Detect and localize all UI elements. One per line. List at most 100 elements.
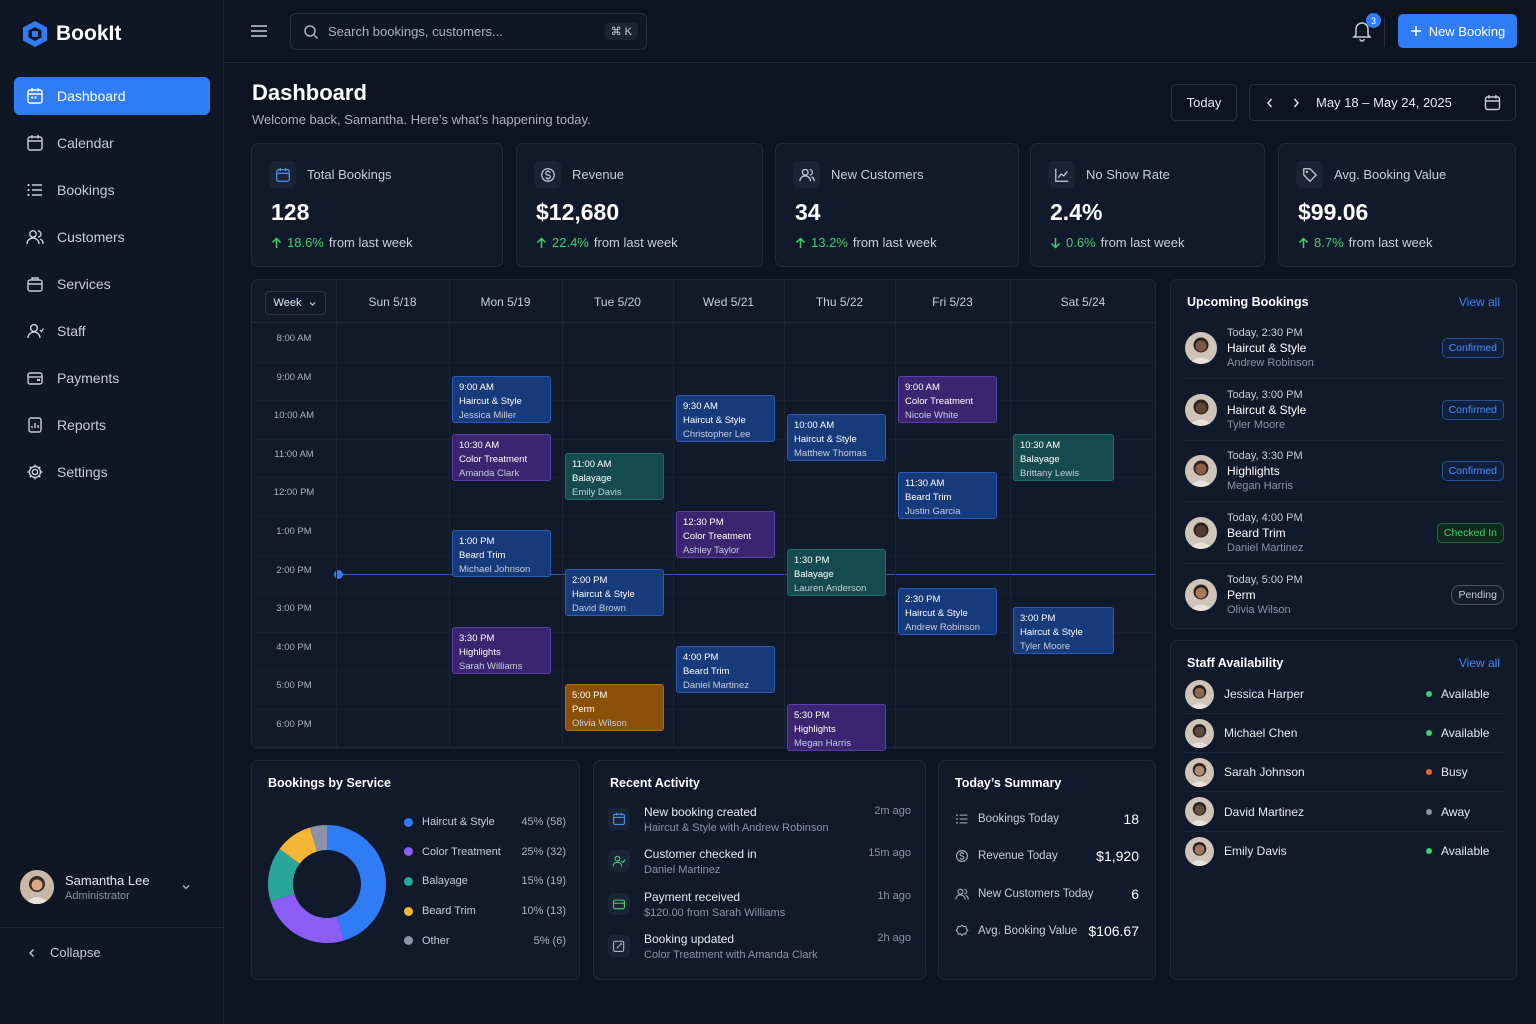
search-input[interactable]: Search bookings, customers... <box>328 24 503 39</box>
booking-event[interactable]: 10:00 AM Haircut & Style Matthew Thomas <box>787 414 886 462</box>
collapse-button[interactable]: Collapse <box>0 927 224 977</box>
activity-item[interactable]: New booking created Haircut & Style with … <box>608 805 911 834</box>
event-customer: Andrew Robinson <box>905 621 980 633</box>
booking-event[interactable]: 11:30 AM Beard Trim Justin Garcia <box>898 472 997 520</box>
booking-event[interactable]: 1:30 PM Balayage Lauren Anderson <box>787 549 886 597</box>
notifications-button[interactable]: 3 <box>1352 13 1381 42</box>
booking-event[interactable]: 2:30 PM Haircut & Style Andrew Robinson <box>898 587 997 635</box>
booking-event[interactable]: 3:00 PM Haircut & Style Tyler Moore <box>1013 607 1114 655</box>
event-service: Haircut & Style <box>683 414 746 426</box>
upcoming-booking-row[interactable]: Today, 3:30 PM Highlights Megan Harris Con… <box>1185 441 1504 503</box>
nav-item-calendar[interactable]: Calendar <box>14 124 210 162</box>
stat-card-total-bookings[interactable]: Total Bookings 128 18.6% from last week <box>251 143 503 267</box>
stat-card-revenue[interactable]: Revenue $12,680 22.4% from last week <box>516 143 763 267</box>
booking-event[interactable]: 9:30 AM Haircut & Style Christopher Lee <box>676 394 775 442</box>
nav-item-services[interactable]: Services <box>14 265 210 303</box>
view-select[interactable]: Week <box>265 291 326 315</box>
stat-card-no-show-rate[interactable]: No Show Rate 2.4% 0.6% from last week <box>1030 143 1265 267</box>
stat-card-avg-booking-value[interactable]: Avg. Booking Value $99.06 8.7% from last… <box>1278 143 1516 267</box>
logo[interactable]: BookIt <box>22 20 121 48</box>
upcoming-booking-row[interactable]: Today, 4:00 PM Beard Trim Daniel Martinez … <box>1185 503 1504 565</box>
event-customer: Tyler Moore <box>1020 641 1071 653</box>
summary-label: Revenue Today <box>978 850 1058 863</box>
stat-card-new-customers[interactable]: New Customers 34 13.2% from last week <box>775 143 1019 267</box>
activity-item[interactable]: Booking updated Color Treatment with Aman… <box>608 932 911 961</box>
booking-event[interactable]: 10:30 AM Balayage Brittany Lewis <box>1013 433 1114 481</box>
new-booking-button[interactable]: New Booking <box>1398 14 1517 48</box>
week-calendar: Week Sun 5/18 Mon 5/19 Tue 5/20 Wed 5/21 Thu… <box>251 279 1156 751</box>
hour-row-divider <box>252 709 1155 710</box>
activity-title: Booking updated <box>644 931 735 946</box>
booking-event[interactable]: 9:00 AM Color Treatment Nicole White <box>898 375 997 423</box>
event-service: Haircut & Style <box>794 434 857 446</box>
edit-icon <box>608 934 630 957</box>
next-week-button[interactable] <box>1290 97 1302 109</box>
staff-row[interactable]: Michael Chen Available <box>1185 714 1504 754</box>
booking-event[interactable]: 12:30 PM Color Treatment Ashley Taylor <box>676 510 775 558</box>
donut-slice-other[interactable] <box>309 825 327 852</box>
hamburger-icon <box>250 22 268 40</box>
upcoming-booking-row[interactable]: Today, 3:00 PM Haircut & Style Tyler Moore… <box>1185 380 1504 441</box>
nav-item-dashboard[interactable]: Dashboard <box>14 77 210 115</box>
donut-slice-beard-trim[interactable] <box>279 827 318 864</box>
donut-slice-color-treatment[interactable] <box>270 893 345 943</box>
nav-item-settings[interactable]: Settings <box>14 453 210 491</box>
app-name: BookIt <box>56 22 122 45</box>
staff-avatar <box>1185 836 1214 866</box>
nav-label: Customers <box>57 229 125 245</box>
booking-event[interactable]: 2:00 PM Haircut & Style David Brown <box>565 568 664 616</box>
booking-event[interactable]: 4:00 PM Beard Trim Daniel Martinez <box>676 645 775 693</box>
staff-row[interactable]: Emily Davis Available <box>1185 832 1504 871</box>
search-box[interactable]: Search bookings, customers... ⌘ K <box>290 13 647 50</box>
donut-slice-balayage[interactable] <box>268 848 300 902</box>
list-icon <box>26 181 44 199</box>
event-customer: Daniel Martinez <box>683 679 749 691</box>
day-header[interactable]: Wed 5/21 <box>702 295 755 309</box>
nav-item-payments[interactable]: Payments <box>14 359 210 397</box>
day-header[interactable]: Tue 5/20 <box>594 295 641 309</box>
day-header[interactable]: Sat 5/24 <box>1060 295 1106 309</box>
day-header[interactable]: Mon 5/19 <box>480 295 531 309</box>
current-time-dot <box>334 569 343 579</box>
calendar-icon <box>269 161 296 188</box>
calendar-icon[interactable] <box>1484 94 1501 111</box>
day-header[interactable]: Fri 5/23 <box>932 295 973 309</box>
summary-row: Bookings Today 18 <box>955 811 1139 827</box>
date-range-picker[interactable]: May 18 – May 24, 2025 <box>1249 84 1516 121</box>
activity-item[interactable]: Payment received $120.00 from Sarah Willi… <box>608 890 911 919</box>
user-avatar <box>20 870 54 904</box>
upcoming-booking-row[interactable]: Today, 5:00 PM Perm Olivia Wilson Pending <box>1185 565 1504 626</box>
upcoming-view-all[interactable]: View all <box>1458 295 1500 309</box>
booking-event[interactable]: 9:00 AM Haircut & Style Jessica Miller <box>452 375 551 423</box>
day-header[interactable]: Sun 5/18 <box>368 295 417 309</box>
hour-row-divider <box>252 593 1155 595</box>
event-time: 9:00 AM <box>459 381 494 393</box>
booking-event[interactable]: 10:30 AM Color Treatment Amanda Clark <box>452 433 551 481</box>
staff-row[interactable]: David Martinez Away <box>1185 793 1504 832</box>
menu-button[interactable] <box>250 22 268 40</box>
activity-item[interactable]: Customer checked in Daniel Martinez 15m a… <box>608 847 911 876</box>
customer-avatar <box>1185 517 1217 550</box>
nav-item-reports[interactable]: Reports <box>14 406 210 444</box>
booking-event[interactable]: 1:00 PM Beard Trim Michael Johnson <box>452 530 551 577</box>
upcoming-booking-row[interactable]: Today, 2:30 PM Haircut & Style Andrew Robi… <box>1185 318 1504 379</box>
nav-item-staff[interactable]: Staff <box>14 312 210 350</box>
booking-event[interactable]: 5:00 PM Perm Olivia Wilson <box>565 684 664 732</box>
booking-event[interactable]: 3:30 PM Highlights Sarah Williams <box>452 626 551 674</box>
day-header[interactable]: Thu 5/22 <box>815 295 864 309</box>
staff-row[interactable]: Jessica Harper Available <box>1185 675 1504 714</box>
user-menu[interactable]: Samantha Lee Administrator <box>20 870 192 904</box>
nav-item-customers[interactable]: Customers <box>14 218 210 256</box>
prev-week-button[interactable] <box>1264 97 1276 109</box>
staff-row[interactable]: Sarah Johnson Busy <box>1185 753 1504 793</box>
booking-event[interactable]: 5:30 PM Highlights Megan Harris <box>787 703 886 751</box>
summary-row: New Customers Today 6 <box>955 886 1139 902</box>
arrow-up-icon <box>795 236 806 249</box>
donut-slice-haircut-style[interactable] <box>327 825 386 941</box>
today-button[interactable]: Today <box>1171 84 1237 121</box>
nav-item-bookings[interactable]: Bookings <box>14 171 210 209</box>
event-time: 5:00 PM <box>572 690 608 702</box>
user-role: Administrator <box>65 889 130 902</box>
staff-view-all[interactable]: View all <box>1458 656 1500 670</box>
booking-event[interactable]: 11:00 AM Balayage Emily Davis <box>565 452 664 500</box>
